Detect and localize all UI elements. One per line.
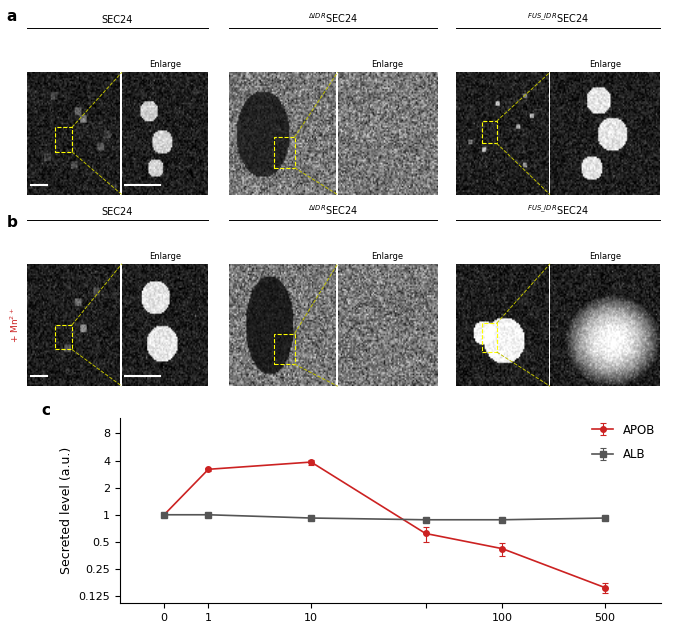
Legend: APOB, ALB: APOB, ALB <box>592 423 655 462</box>
Text: Enlarge: Enlarge <box>149 252 181 261</box>
Bar <box>55 325 72 349</box>
Bar <box>274 137 295 168</box>
Text: $^{FUS\_IDR}$SEC24: $^{FUS\_IDR}$SEC24 <box>527 203 588 217</box>
Text: Enlarge: Enlarge <box>371 252 403 261</box>
Bar <box>274 333 295 364</box>
Y-axis label: Secreted level (a.u.): Secreted level (a.u.) <box>60 447 73 574</box>
Bar <box>55 127 72 152</box>
Text: $^{FUS\_IDR}$SEC24: $^{FUS\_IDR}$SEC24 <box>527 11 588 25</box>
Text: Enlarge: Enlarge <box>589 60 621 69</box>
Text: Enlarge: Enlarge <box>149 60 181 69</box>
Text: b: b <box>7 215 18 230</box>
Bar <box>482 323 497 352</box>
Text: + Mn$^{2+}$: + Mn$^{2+}$ <box>9 307 21 343</box>
Text: a: a <box>7 9 17 24</box>
Text: Enlarge: Enlarge <box>371 60 403 69</box>
Text: SEC24: SEC24 <box>102 207 133 217</box>
Bar <box>482 121 497 143</box>
Text: $^{\Delta IDR}$SEC24: $^{\Delta IDR}$SEC24 <box>308 11 358 25</box>
Text: c: c <box>41 403 51 418</box>
Text: $^{\Delta IDR}$SEC24: $^{\Delta IDR}$SEC24 <box>308 203 358 217</box>
Text: SEC24: SEC24 <box>102 15 133 25</box>
Text: Enlarge: Enlarge <box>589 252 621 261</box>
